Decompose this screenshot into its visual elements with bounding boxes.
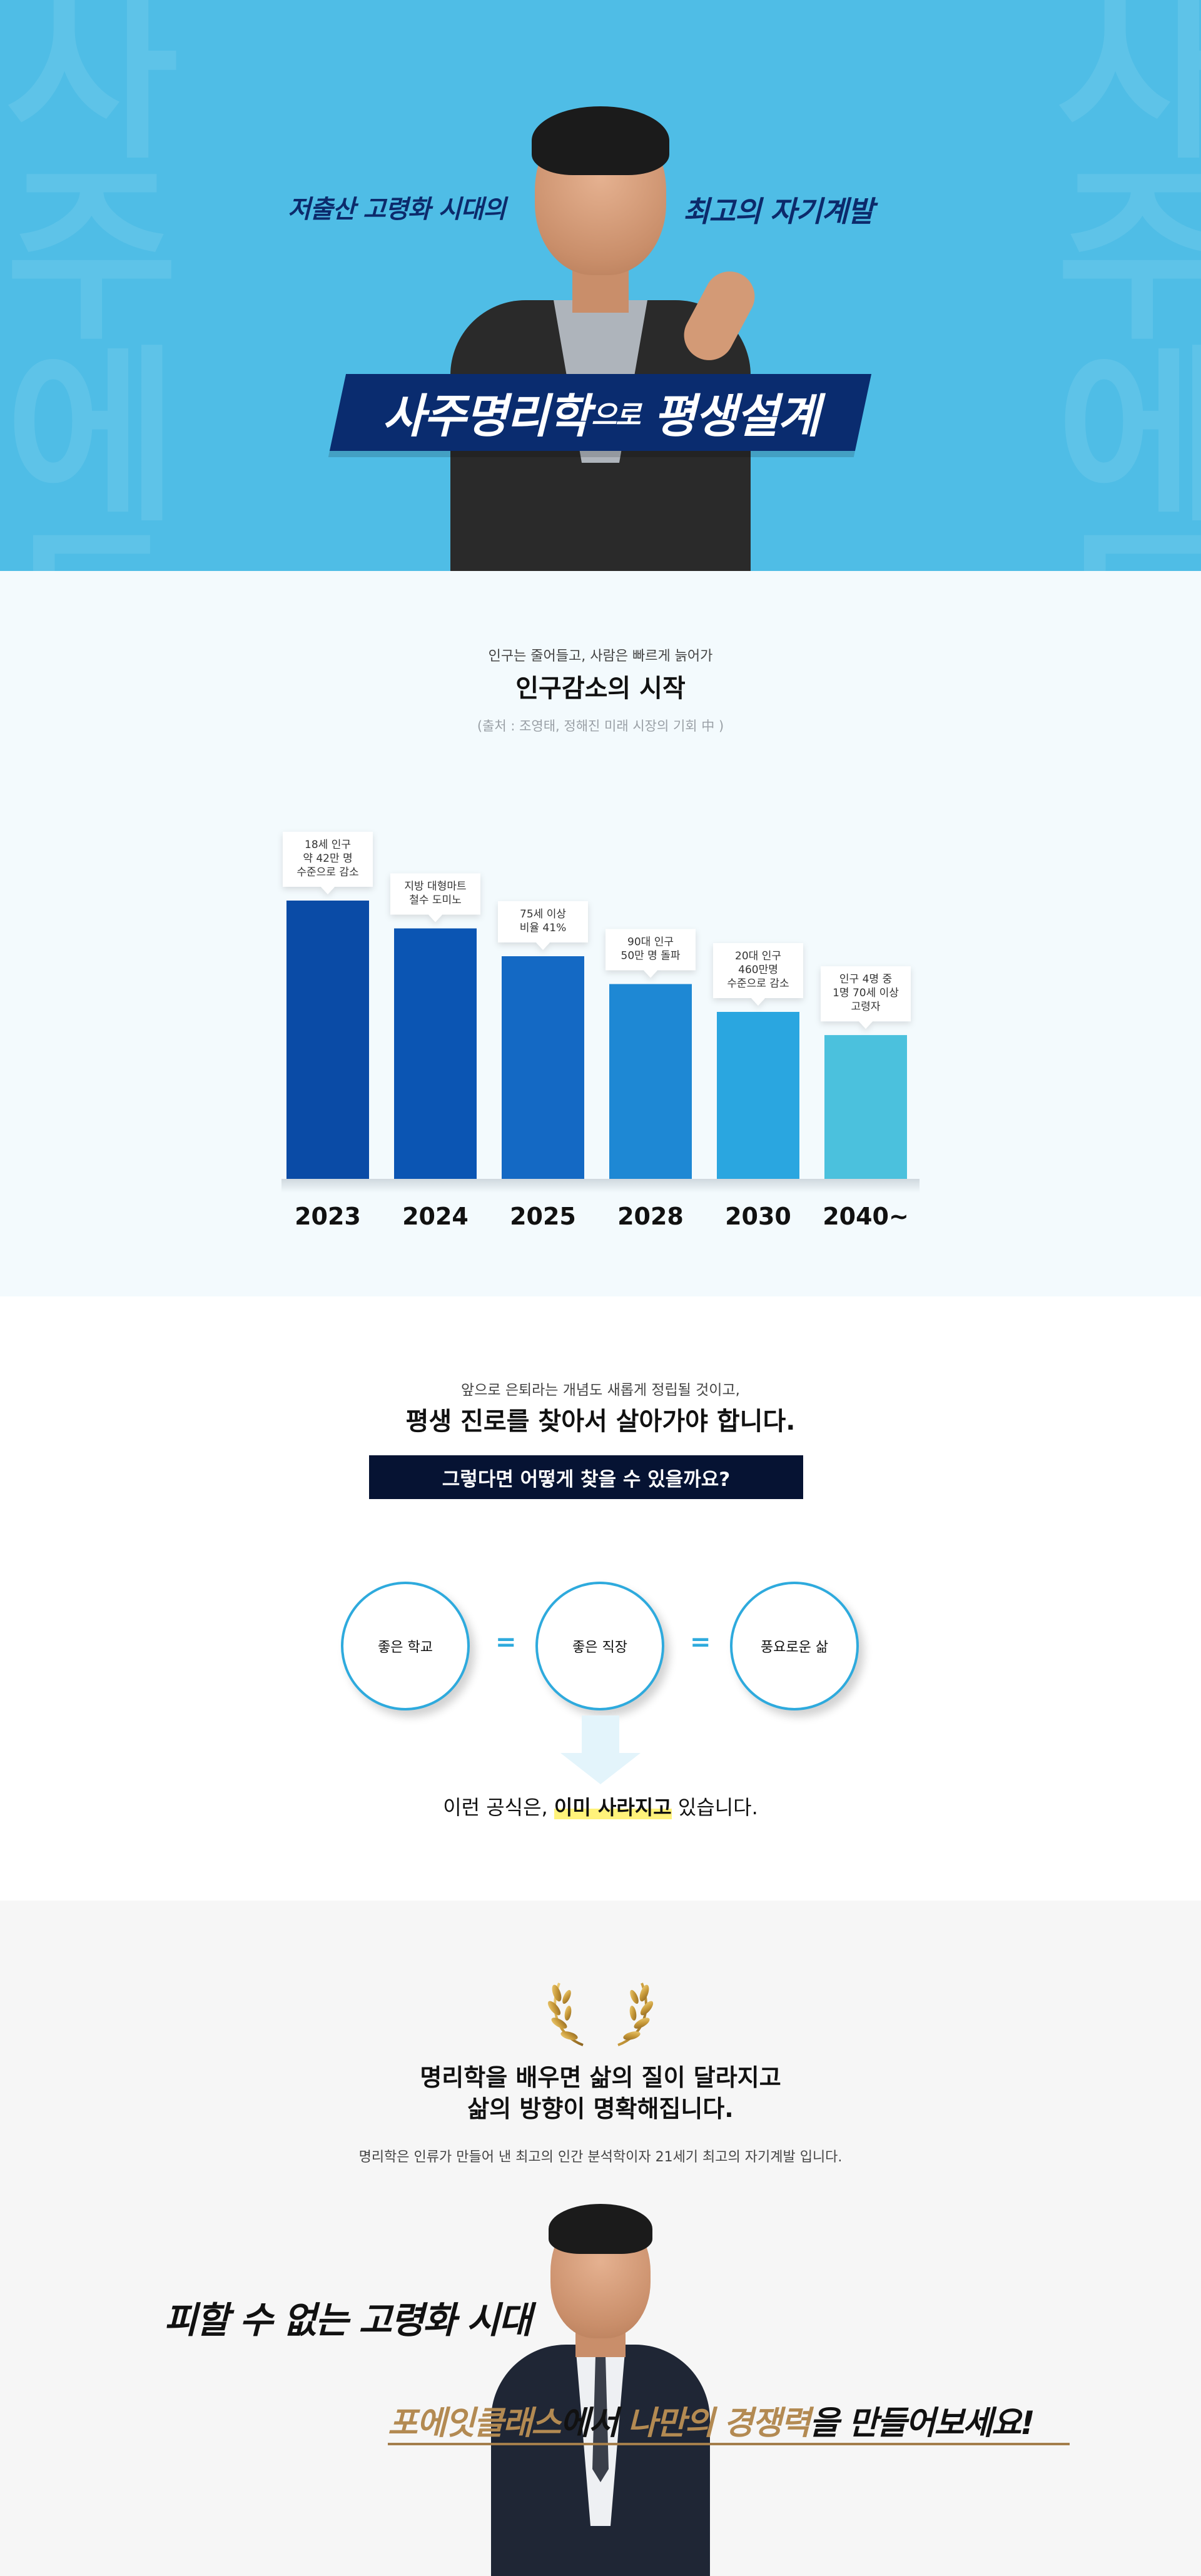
chart-annotation-box xyxy=(390,873,480,922)
chart-annotation-text: 수준으로 감소 xyxy=(296,866,358,879)
chart-annotation-text: 90대 인구 xyxy=(627,936,674,949)
hero-subtitle-left: 저출산 고령화 시대의 xyxy=(288,195,506,224)
chart-annotation-box xyxy=(713,943,803,1006)
instructor-photo-suit xyxy=(491,2201,710,2576)
chart-bar-2024 xyxy=(394,928,477,1179)
formula-result: 이런 공식은, 이미 사라지고 있습니다. xyxy=(0,1792,1201,1821)
closing-slogan-2: 포에잇클래스에서 나만의 경쟁력을 만들어보세요! xyxy=(388,2397,1035,2443)
chart-annotation-text: 50만 명 돌파 xyxy=(621,950,681,962)
formula-pre-title: 앞으로 은퇴라는 개념도 새롭게 정립될 것이고, xyxy=(461,1382,740,1398)
closing-description: 명리학은 인류가 만들어 낸 최고의 인간 분석학이자 21세기 최고의 자기계… xyxy=(358,2149,843,2165)
chart-annotation-text: 약 42만 명 xyxy=(303,852,352,865)
equals-sign: = xyxy=(690,1628,711,1657)
hero-title-particle: 으로 xyxy=(591,399,641,432)
hero-title-end: 평생설계 xyxy=(653,390,820,443)
chart-bar-2028 xyxy=(609,984,692,1179)
closing-slogan-gold: 나만의 경쟁력 xyxy=(627,2405,811,2442)
formula-result-prefix: 이런 공식은, xyxy=(443,1796,554,1819)
population-section: 인구는 줄어들고, 사람은 빠르게 늙어가 인구감소의 시작 (출처 : 조영태… xyxy=(0,571,1201,1296)
formula-question-banner: 그렇다면 어떻게 찾을 수 있을까요? xyxy=(369,1455,803,1499)
formula-result-suffix: 있습니다. xyxy=(671,1796,758,1819)
closing-slogan-mid: 에서 xyxy=(560,2405,627,2442)
hero-title: 사주명리학 으로 평생설계 xyxy=(338,374,863,451)
formula-title: 평생 진로를 찾아서 살아가야 합니다. xyxy=(405,1407,796,1436)
instructor-photo xyxy=(432,106,769,571)
closing-title-line2: 삶의 방향이 명확해집니다. xyxy=(467,2095,734,2123)
chart-annotation-box xyxy=(606,929,696,978)
hero-background-pattern: 사주에듀 xyxy=(1017,0,1201,571)
chart-annotation-text: 75세 이상 xyxy=(520,908,566,921)
chart-annotation-text: 지방 대형마트 xyxy=(404,881,466,893)
closing-slogan-brand: 포에잇클래스 xyxy=(388,2405,561,2442)
chart-annotation-text: 인구 4명 중 xyxy=(839,973,892,986)
population-title: 인구감소의 시작 xyxy=(515,674,686,703)
hero-title-main: 사주명리학 xyxy=(382,390,590,443)
closing-title-line1: 명리학을 배우면 삶의 질이 달라지고 xyxy=(420,2064,781,2091)
closing-slogan-end: 을 만들어보세요! xyxy=(809,2405,1035,2442)
circle-good-school: 좋은 학교 xyxy=(341,1582,470,1710)
chart-category-label: 2030 xyxy=(725,1203,791,1230)
population-source: (출처 : 조영태, 정해진 미래 시장의 기회 中 ) xyxy=(477,719,724,734)
chart-bar-2023 xyxy=(286,901,369,1179)
chart-annotation-text: 18세 인구 xyxy=(305,839,351,851)
hero-section: 사주에듀 사주에듀 저출산 고령화 시대의 최고의 자기계발 사주명리학 으로 … xyxy=(0,0,1201,571)
circle-good-job: 좋은 직장 xyxy=(535,1582,664,1710)
chart-floor xyxy=(281,1179,920,1193)
chart-annotation-text: 20대 인구 xyxy=(735,950,781,962)
chart-annotation-text: 수준으로 감소 xyxy=(727,977,789,990)
chart-bar-2030 xyxy=(717,1012,799,1179)
equals-sign: = xyxy=(495,1628,517,1657)
circle-rich-life: 풍요로운 삶 xyxy=(730,1582,859,1710)
chart-category-label: 2025 xyxy=(510,1203,576,1230)
chart-bar-2040~ xyxy=(824,1035,907,1179)
formula-result-highlight: 이미 사라지고 xyxy=(554,1796,672,1819)
chart-category-label: 2028 xyxy=(617,1203,684,1230)
formula-section: 앞으로 은퇴라는 개념도 새롭게 정립될 것이고, 평생 진로를 찾아서 살아가… xyxy=(0,1296,1201,1901)
closing-title: 명리학을 배우면 삶의 질이 달라지고 삶의 방향이 명확해집니다. xyxy=(0,2062,1201,2124)
chart-category-label: 2040~ xyxy=(823,1203,909,1230)
chart-annotation-box xyxy=(283,832,373,894)
chart-annotation-text: 철수 도미노 xyxy=(409,894,462,907)
hero-subtitle-right: 최고의 자기계발 xyxy=(683,194,874,228)
chart-annotation-text: 460만명 xyxy=(738,964,778,976)
population-pre-title: 인구는 줄어들고, 사람은 빠르게 늙어가 xyxy=(488,649,713,664)
chart-annotation-text: 비율 41% xyxy=(520,922,566,934)
closing-section: 명리학을 배우면 삶의 질이 달라지고 삶의 방향이 명확해집니다. 명리학은 … xyxy=(0,1901,1201,2576)
down-arrow-icon xyxy=(560,1715,641,1784)
chart-annotation-box xyxy=(498,901,588,950)
chart-annotation-text: 고령자 xyxy=(851,1001,881,1013)
closing-slogan-underline xyxy=(388,2443,1070,2445)
chart-annotation-text: 1명 70세 이상 xyxy=(833,987,899,999)
hero-background-pattern: 사주에듀 xyxy=(0,0,185,571)
laurel-wreath-icon xyxy=(547,1983,654,2046)
chart-category-label: 2023 xyxy=(295,1203,361,1230)
closing-slogan-1: 피할 수 없는 고령화 시대 xyxy=(164,2299,532,2341)
chart-bar-2025 xyxy=(502,956,584,1179)
chart-annotation-box xyxy=(821,966,911,1029)
chart-category-label: 2024 xyxy=(402,1203,469,1230)
